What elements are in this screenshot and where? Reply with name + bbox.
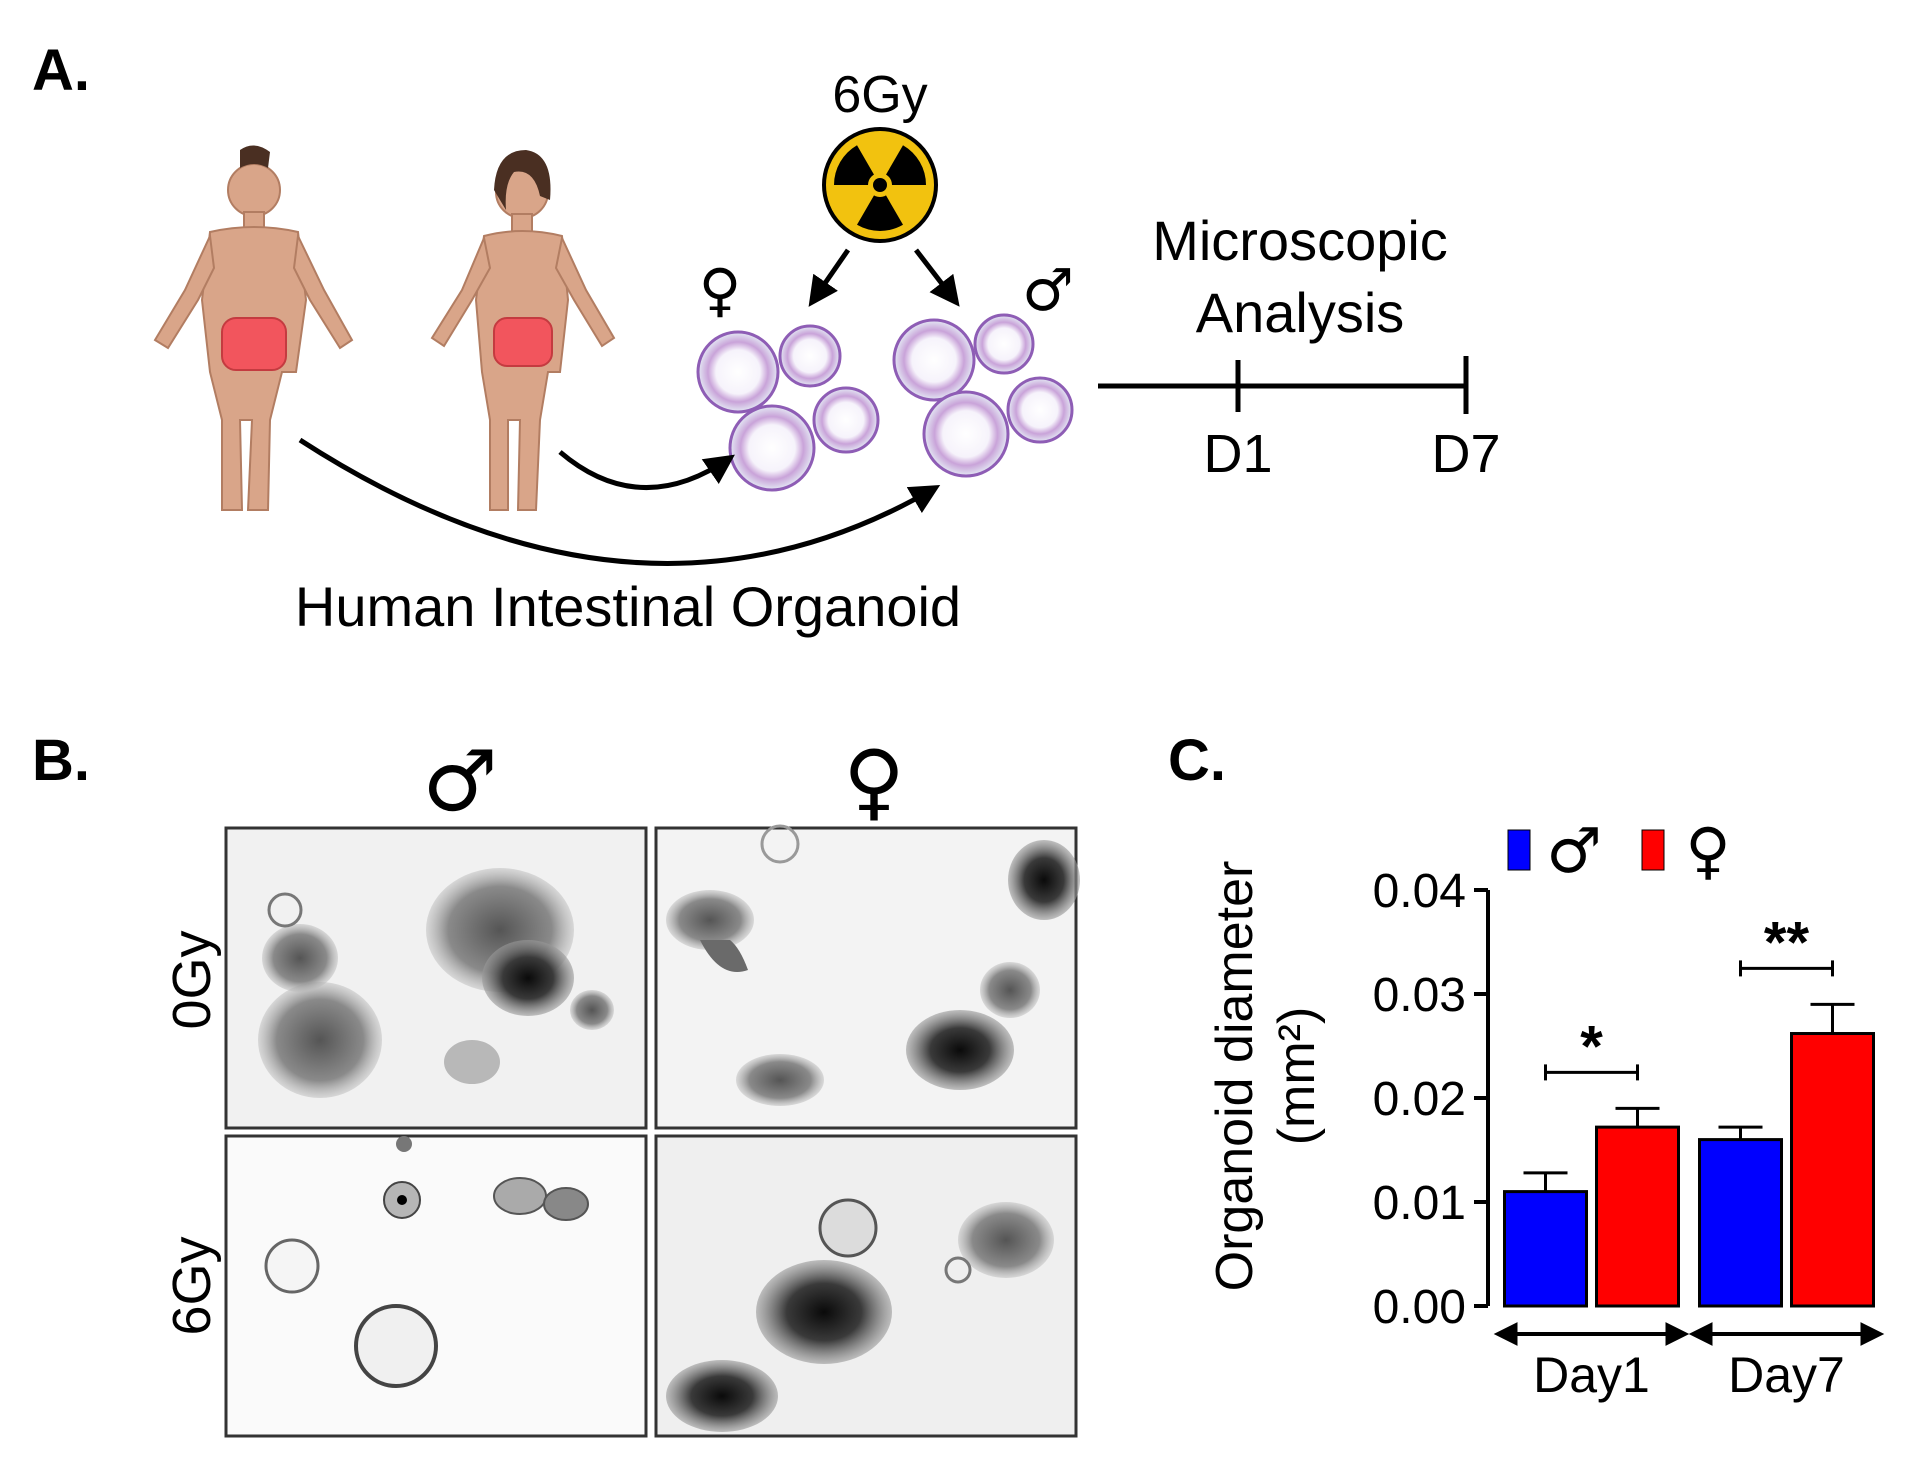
x-tick-label: Day1 bbox=[1533, 1347, 1650, 1403]
y-tick-label: 0.03 bbox=[1373, 969, 1466, 1022]
legend-swatch-female bbox=[1641, 829, 1665, 871]
significance-label: * bbox=[1580, 1014, 1603, 1079]
timeline-label-d7: D7 bbox=[1431, 424, 1500, 484]
radiation-icon bbox=[822, 127, 938, 243]
y-tick-label: 0.01 bbox=[1373, 1177, 1466, 1230]
panel-b: B. ♂ ♀ 0Gy 6Gy bbox=[32, 728, 1080, 1438]
male-figure-icon bbox=[153, 145, 354, 511]
timeline-label-d1: D1 bbox=[1203, 424, 1272, 484]
panel-a: A. 6Gy bbox=[32, 38, 1501, 638]
panel-c-label: C. bbox=[1168, 728, 1226, 793]
micrograph-female-0gy bbox=[654, 824, 1080, 1130]
female-organoid-cluster bbox=[696, 324, 880, 492]
legend-label-female: ♀ bbox=[1685, 814, 1730, 887]
arrow-male-to-organoid bbox=[298, 437, 941, 566]
row-label-0gy: 0Gy bbox=[162, 930, 222, 1029]
panel-c: C. ♂ ♀ Organoid diameter (mm²) 0.000.010… bbox=[1168, 728, 1885, 1403]
bar bbox=[1503, 1190, 1588, 1308]
y-tick-label: 0.02 bbox=[1373, 1073, 1466, 1126]
micrograph-male-6gy bbox=[224, 1134, 648, 1438]
panel-a-label: A. bbox=[32, 38, 90, 103]
legend-swatch-male bbox=[1507, 829, 1531, 871]
bar bbox=[1595, 1125, 1680, 1308]
y-axis-title-line2: (mm²) bbox=[1268, 1007, 1326, 1146]
column-label-female: ♀ bbox=[843, 732, 905, 830]
y-tick-label: 0.04 bbox=[1373, 865, 1466, 918]
bar-chart: 0.00 0.01 0.02 0.03 0.04 Day1 * Day7 ** bbox=[1373, 865, 1885, 1403]
column-label-male: ♂ bbox=[422, 732, 497, 830]
x-tick-label: Day7 bbox=[1728, 1347, 1845, 1403]
y-axis-title-line1: Organoid diameter bbox=[1206, 861, 1264, 1292]
male-organoid-cluster bbox=[892, 313, 1074, 478]
panel-b-label: B. bbox=[32, 728, 90, 793]
bar bbox=[1790, 1032, 1875, 1308]
micrograph-male-0gy bbox=[224, 826, 648, 1130]
arrow-female-to-organoid bbox=[558, 450, 735, 491]
male-symbol: ♂ bbox=[1022, 256, 1074, 324]
bar bbox=[1698, 1138, 1783, 1308]
female-figure-icon bbox=[430, 150, 616, 511]
legend-label-male: ♂ bbox=[1546, 814, 1602, 887]
arrow-to-male-organoids bbox=[914, 248, 960, 307]
arrow-to-female-organoids bbox=[808, 248, 851, 307]
analysis-label-line1: Microscopic bbox=[1152, 209, 1448, 272]
panel-a-caption: Human Intestinal Organoid bbox=[295, 575, 961, 638]
analysis-label-line2: Analysis bbox=[1196, 281, 1405, 344]
female-symbol: ♀ bbox=[699, 256, 741, 324]
y-tick-label: 0.00 bbox=[1373, 1281, 1466, 1334]
dose-label: 6Gy bbox=[832, 66, 927, 124]
row-label-6gy: 6Gy bbox=[162, 1236, 222, 1335]
significance-label: ** bbox=[1764, 910, 1810, 975]
micrograph-female-6gy bbox=[654, 1134, 1078, 1438]
